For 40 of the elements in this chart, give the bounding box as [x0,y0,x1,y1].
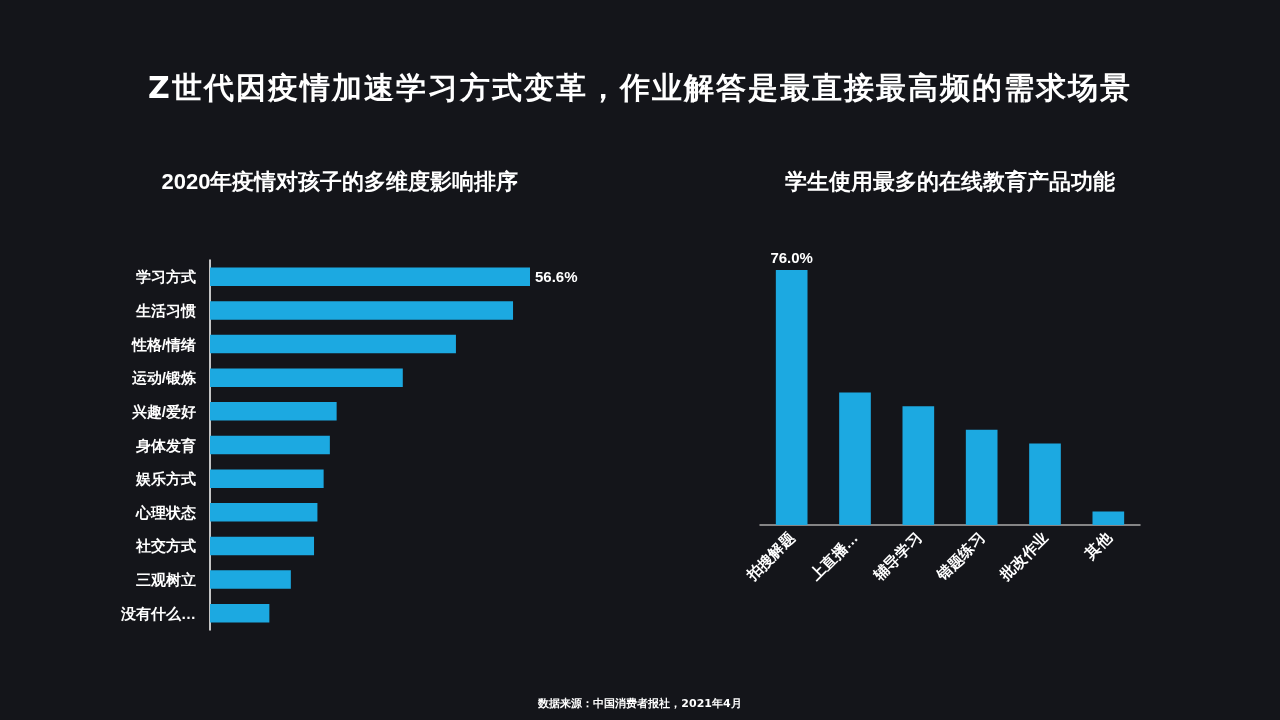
x-tick-label: 错题练习 [932,528,988,585]
y-tick-label: 娱乐方式 [135,470,196,488]
chart-title: 学生使用最多的在线教育产品功能 [785,168,1115,194]
bar [210,603,270,623]
x-tick-label: 辅导学习 [869,528,925,585]
bar [210,301,514,320]
bar [210,536,315,556]
chart-title: 2020年疫情对孩子的多维度影响排序 [161,168,519,194]
y-tick-label: 兴趣/爱好 [130,402,196,420]
bar [210,402,337,421]
bar [1029,443,1061,525]
x-tick-label: 拍搜解题 [742,528,798,585]
source-note: 数据来源：中国消费者报社，2021年4月 [537,696,743,711]
y-tick-label: 三观树立 [136,571,196,589]
y-tick-label: 没有什么… [120,604,196,622]
text: Z世代因疫情加速学习方式变革，作业解答是最直接最高频的需求场景 [147,69,1133,107]
bar [210,435,330,455]
data-label: 56.6% [535,268,578,286]
x-tick-label: 批改作业 [995,528,1052,585]
bar [210,267,530,287]
bar [965,429,998,525]
x-tick-label: 其他 [1080,528,1116,563]
y-tick-label: 心理状态 [135,503,196,521]
bar [1092,511,1125,525]
x-tick-label: 上直播… [805,528,862,585]
bar [839,392,871,525]
y-tick-label: 生活习惯 [135,301,196,319]
y-tick-label: 运动/锻炼 [130,369,197,387]
data-label: 76.0% [770,249,813,266]
y-tick-label: 社交方式 [135,537,196,555]
bar [210,503,318,522]
bar [902,406,935,525]
y-tick-label: 性格/情绪 [130,335,196,353]
y-tick-label: 学习方式 [136,268,196,286]
bar [210,570,291,589]
bar [210,368,403,387]
bar [210,334,456,354]
bar [210,469,324,488]
bar [775,270,808,525]
y-tick-label: 身体发育 [135,436,196,454]
